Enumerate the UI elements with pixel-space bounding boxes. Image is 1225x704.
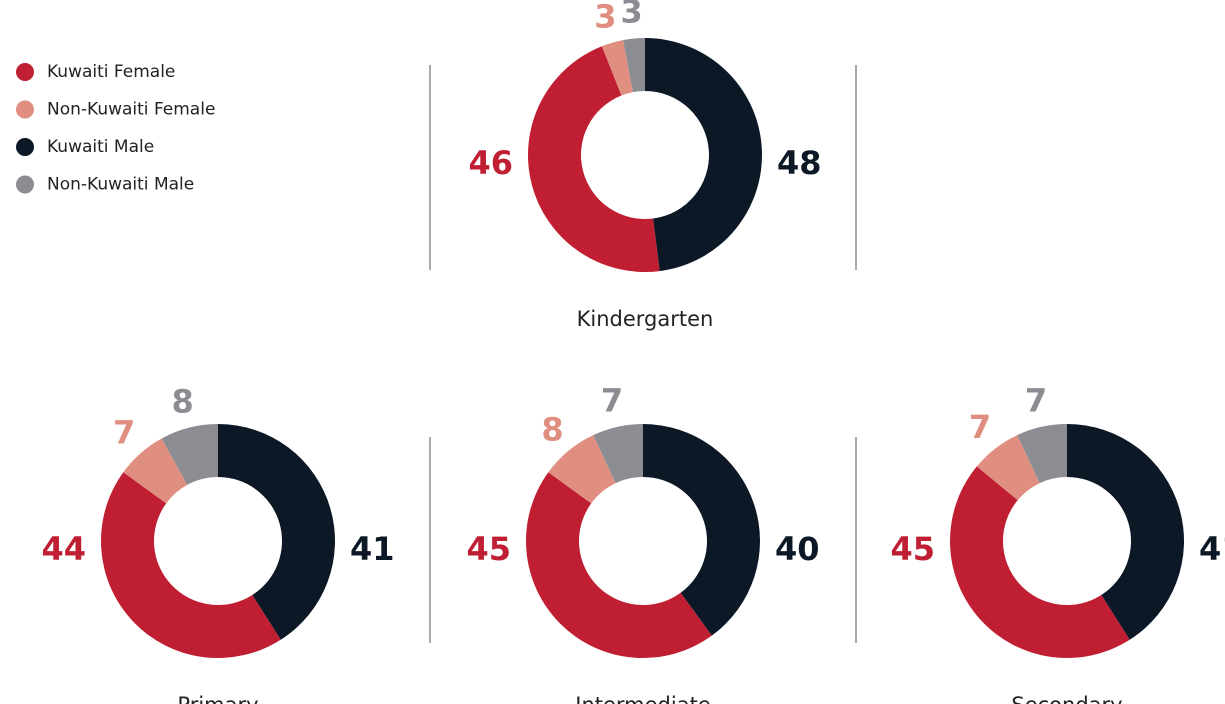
- slice: [623, 38, 645, 93]
- data-label: 8: [172, 382, 194, 420]
- data-label: 44: [41, 530, 86, 568]
- slice: [643, 424, 760, 636]
- data-label: 3: [621, 0, 643, 31]
- data-label: 41: [350, 530, 395, 568]
- data-label: 41: [1199, 530, 1225, 568]
- slice: [645, 38, 763, 272]
- slice: [100, 472, 281, 659]
- slice: [601, 40, 634, 96]
- data-label: 7: [969, 408, 991, 446]
- data-label: 40: [775, 530, 820, 568]
- legend-swatch: [16, 63, 34, 81]
- legend-swatch: [16, 100, 34, 119]
- legend-swatch: [16, 175, 34, 194]
- slice: [976, 435, 1040, 501]
- slice: [950, 466, 1130, 659]
- data-label: 7: [1025, 381, 1047, 419]
- slice: [161, 424, 218, 485]
- legend-swatch: [16, 138, 34, 156]
- legend-label: Kuwaiti Male: [47, 137, 154, 157]
- data-label: 45: [890, 530, 935, 568]
- chart-label: Kindergarten: [577, 307, 714, 331]
- slice: [528, 46, 660, 272]
- slice: [1067, 424, 1185, 640]
- data-label: 8: [541, 411, 563, 449]
- legend-label: Non-Kuwaiti Male: [47, 175, 194, 195]
- slice: [548, 435, 616, 504]
- chart-label: Intermediate: [575, 693, 711, 704]
- chart-label: Secondary: [1011, 693, 1122, 704]
- data-label: 45: [466, 530, 511, 568]
- slice: [123, 438, 188, 504]
- legend-label: Non-Kuwaiti Female: [47, 100, 215, 120]
- data-label: 7: [113, 413, 135, 451]
- data-label: 48: [777, 144, 822, 182]
- slice: [593, 424, 643, 484]
- data-label: 3: [594, 0, 616, 36]
- slice: [526, 472, 712, 658]
- data-label: 46: [468, 144, 513, 182]
- slice: [218, 424, 335, 640]
- chart-label: Primary: [177, 693, 258, 704]
- data-label: 7: [601, 381, 623, 419]
- slice: [1017, 424, 1067, 484]
- legend-label: Kuwaiti Female: [47, 62, 175, 82]
